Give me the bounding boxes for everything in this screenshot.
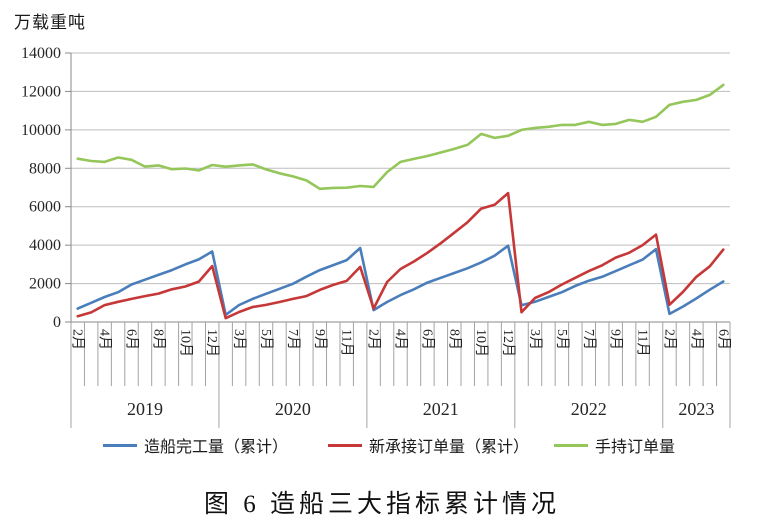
- x-tick-label: 8月: [446, 329, 462, 350]
- month-labels: 2月 4月 6月 8月 10月 12月 3月 5月 7月 9月 11月 2月 4月 6月 8月 10月 12月 3…: [70, 329, 732, 357]
- x-tick-label: 6月: [419, 329, 435, 350]
- x-tick-label: 3月: [231, 329, 247, 350]
- legend: 造船完工量（累计） 新承接订单量（累计） 手持订单量: [0, 434, 764, 458]
- legend-swatch-new-orders-line: [328, 443, 362, 447]
- month-tick-lines: [70, 322, 731, 386]
- x-tick-label: 10月: [177, 329, 193, 357]
- x-tick-label: 11月: [339, 329, 355, 356]
- series-line-orders-on-hand: [76, 83, 725, 191]
- y-tick-label: 10000: [21, 122, 61, 139]
- line-chart: 0 2000 4000 6000 8000 10000 12000 14000 2月 4月 6月 8月…: [21, 45, 732, 428]
- figure-caption: 图 6 造船三大指标累计情况: [203, 491, 560, 518]
- x-tick-label: 5月: [554, 329, 570, 350]
- legend-label-orders-on-hand: 手持订单量: [595, 439, 676, 456]
- x-tick-label: 7月: [285, 329, 301, 350]
- y-tick-label: 6000: [29, 199, 61, 216]
- year-labels: 2019 2020 2021 2022 2023: [70, 386, 731, 428]
- x-tick-label: 4月: [393, 329, 409, 350]
- year-label: 2020: [275, 399, 311, 419]
- gridlines: [65, 52, 730, 323]
- x-tick-label: 9月: [608, 329, 624, 350]
- x-tick-label: 6月: [124, 329, 140, 350]
- year-label: 2021: [423, 399, 459, 419]
- x-tick-label: 4月: [688, 329, 704, 350]
- y-tick-label: 4000: [29, 237, 61, 254]
- legend-label-new-orders: 新承接订单量（累计）: [369, 439, 530, 456]
- x-tick-label: 12月: [500, 329, 516, 357]
- legend-item-new-orders: 新承接订单量（累计）: [328, 434, 529, 456]
- series-line-new-orders: [76, 191, 725, 320]
- series-line-completions: [76, 244, 725, 317]
- x-tick-label: 2月: [366, 329, 382, 350]
- x-tick-label: 3月: [527, 329, 543, 350]
- legend-item-completions: 造船完工量（累计）: [103, 434, 288, 456]
- x-tick-label: 11月: [635, 329, 651, 356]
- x-tick-label: 8月: [150, 329, 166, 350]
- y-tick-label: 2000: [29, 276, 61, 293]
- x-tick-label: 9月: [312, 329, 328, 350]
- year-label: 2022: [571, 399, 607, 419]
- x-tick-label: 7月: [581, 329, 597, 350]
- year-label: 2019: [127, 399, 163, 419]
- x-tick-label: 5月: [258, 329, 274, 350]
- y-axis-unit-label: 万载重吨: [14, 13, 86, 32]
- legend-label-completions: 造船完工量（累计）: [144, 439, 289, 456]
- legend-item-orders-on-hand: 手持订单量: [554, 434, 675, 456]
- y-tick-label: 8000: [29, 160, 61, 177]
- x-tick-label: 2月: [70, 329, 86, 350]
- x-tick-label: 6月: [715, 329, 731, 350]
- y-tick-label: 0: [53, 314, 61, 331]
- x-tick-label: 4月: [97, 329, 113, 350]
- x-tick-label: 2月: [662, 329, 678, 350]
- legend-swatch-orders-on-hand-line: [554, 443, 588, 447]
- y-tick-label: 14000: [21, 45, 61, 62]
- x-tick-label: 12月: [204, 329, 220, 357]
- legend-swatch-completions-line: [103, 443, 137, 447]
- x-tick-label: 10月: [473, 329, 489, 357]
- y-axis-labels: 0 2000 4000 6000 8000 10000 12000 14000: [21, 45, 61, 331]
- year-label: 2023: [678, 399, 714, 419]
- y-tick-label: 12000: [21, 83, 61, 100]
